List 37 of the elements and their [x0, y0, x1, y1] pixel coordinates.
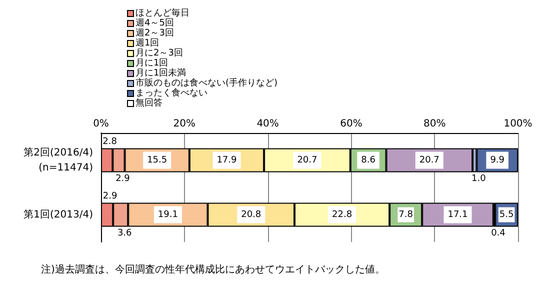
x-tick-label: 100%: [504, 118, 532, 130]
x-tick-label: 0%: [93, 118, 109, 130]
legend-label: まったく食べない: [136, 88, 208, 98]
data-label: 2.8: [102, 136, 118, 147]
data-label: 22.8: [332, 210, 352, 220]
legend-label: 月に1回: [136, 58, 168, 68]
legend-label: 週2～3回: [136, 28, 174, 38]
data-label: 2.9: [102, 191, 118, 202]
data-label: 20.7: [297, 155, 318, 166]
x-tick-label: 20%: [173, 118, 196, 130]
y-tick-label: 第2回(2016/4) (n=11474): [24, 146, 94, 174]
legend-label: 無回答: [136, 98, 162, 108]
legend-label: 月に2～3回: [136, 48, 183, 58]
legend-label: ほとんど毎日: [136, 8, 190, 18]
data-label: 9.9: [490, 155, 505, 166]
data-label: 15.5: [147, 155, 168, 166]
x-tick-label: 40%: [256, 118, 279, 130]
legend-label: 週4～5回: [136, 18, 174, 28]
x-tick-label: 80%: [423, 118, 446, 130]
data-label: 3.6: [117, 228, 132, 238]
x-tick-label: 60%: [340, 118, 362, 130]
y-tick-label: 第1回(2013/4): [24, 208, 94, 220]
data-label: 20.8: [241, 210, 262, 220]
data-label: 8.6: [361, 155, 376, 166]
legend-label: 月に1回未満: [136, 68, 186, 78]
data-label: 0.4: [491, 228, 506, 238]
data-label: 17.1: [448, 210, 468, 220]
data-label: 1.0: [471, 174, 486, 184]
data-label: 2.9: [116, 174, 130, 184]
data-label: 5.5: [499, 210, 514, 220]
text: 注)過去調査は、今回調査の性年代構成比にあわせてウエイトバックした値。: [41, 264, 385, 276]
data-label: 17.9: [216, 155, 238, 166]
data-label: 7.8: [398, 210, 414, 220]
data-label: 19.1: [158, 210, 178, 220]
data-label: 20.7: [419, 155, 440, 166]
legend-label: 市販のものは食べない(手作りなど): [136, 78, 278, 88]
legend-label: 週1回: [136, 38, 160, 48]
